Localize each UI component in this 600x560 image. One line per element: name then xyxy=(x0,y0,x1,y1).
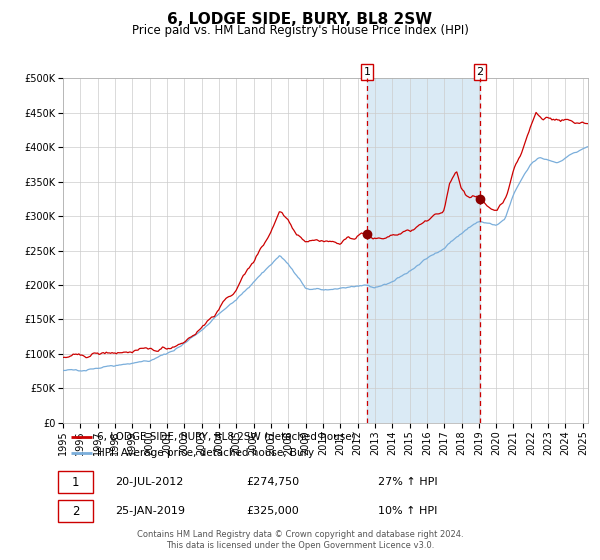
FancyBboxPatch shape xyxy=(58,500,94,522)
Text: 27% ↑ HPI: 27% ↑ HPI xyxy=(378,477,437,487)
Text: £325,000: £325,000 xyxy=(247,506,299,516)
Text: 10% ↑ HPI: 10% ↑ HPI xyxy=(378,506,437,516)
Text: This data is licensed under the Open Government Licence v3.0.: This data is licensed under the Open Gov… xyxy=(166,541,434,550)
Text: £274,750: £274,750 xyxy=(247,477,300,487)
Text: 6, LODGE SIDE, BURY, BL8 2SW: 6, LODGE SIDE, BURY, BL8 2SW xyxy=(167,12,433,27)
Text: 2: 2 xyxy=(476,67,484,77)
Text: Price paid vs. HM Land Registry's House Price Index (HPI): Price paid vs. HM Land Registry's House … xyxy=(131,24,469,36)
Text: 20-JUL-2012: 20-JUL-2012 xyxy=(115,477,184,487)
Bar xyxy=(367,78,480,423)
Text: 6, LODGE SIDE, BURY, BL8 2SW (detached house): 6, LODGE SIDE, BURY, BL8 2SW (detached h… xyxy=(97,432,356,442)
FancyBboxPatch shape xyxy=(58,471,94,493)
Text: HPI: Average price, detached house, Bury: HPI: Average price, detached house, Bury xyxy=(97,447,314,458)
Text: Contains HM Land Registry data © Crown copyright and database right 2024.: Contains HM Land Registry data © Crown c… xyxy=(137,530,463,539)
Text: 2: 2 xyxy=(72,505,79,518)
Text: 1: 1 xyxy=(364,67,371,77)
Text: 1: 1 xyxy=(72,475,79,489)
Text: 25-JAN-2019: 25-JAN-2019 xyxy=(115,506,185,516)
